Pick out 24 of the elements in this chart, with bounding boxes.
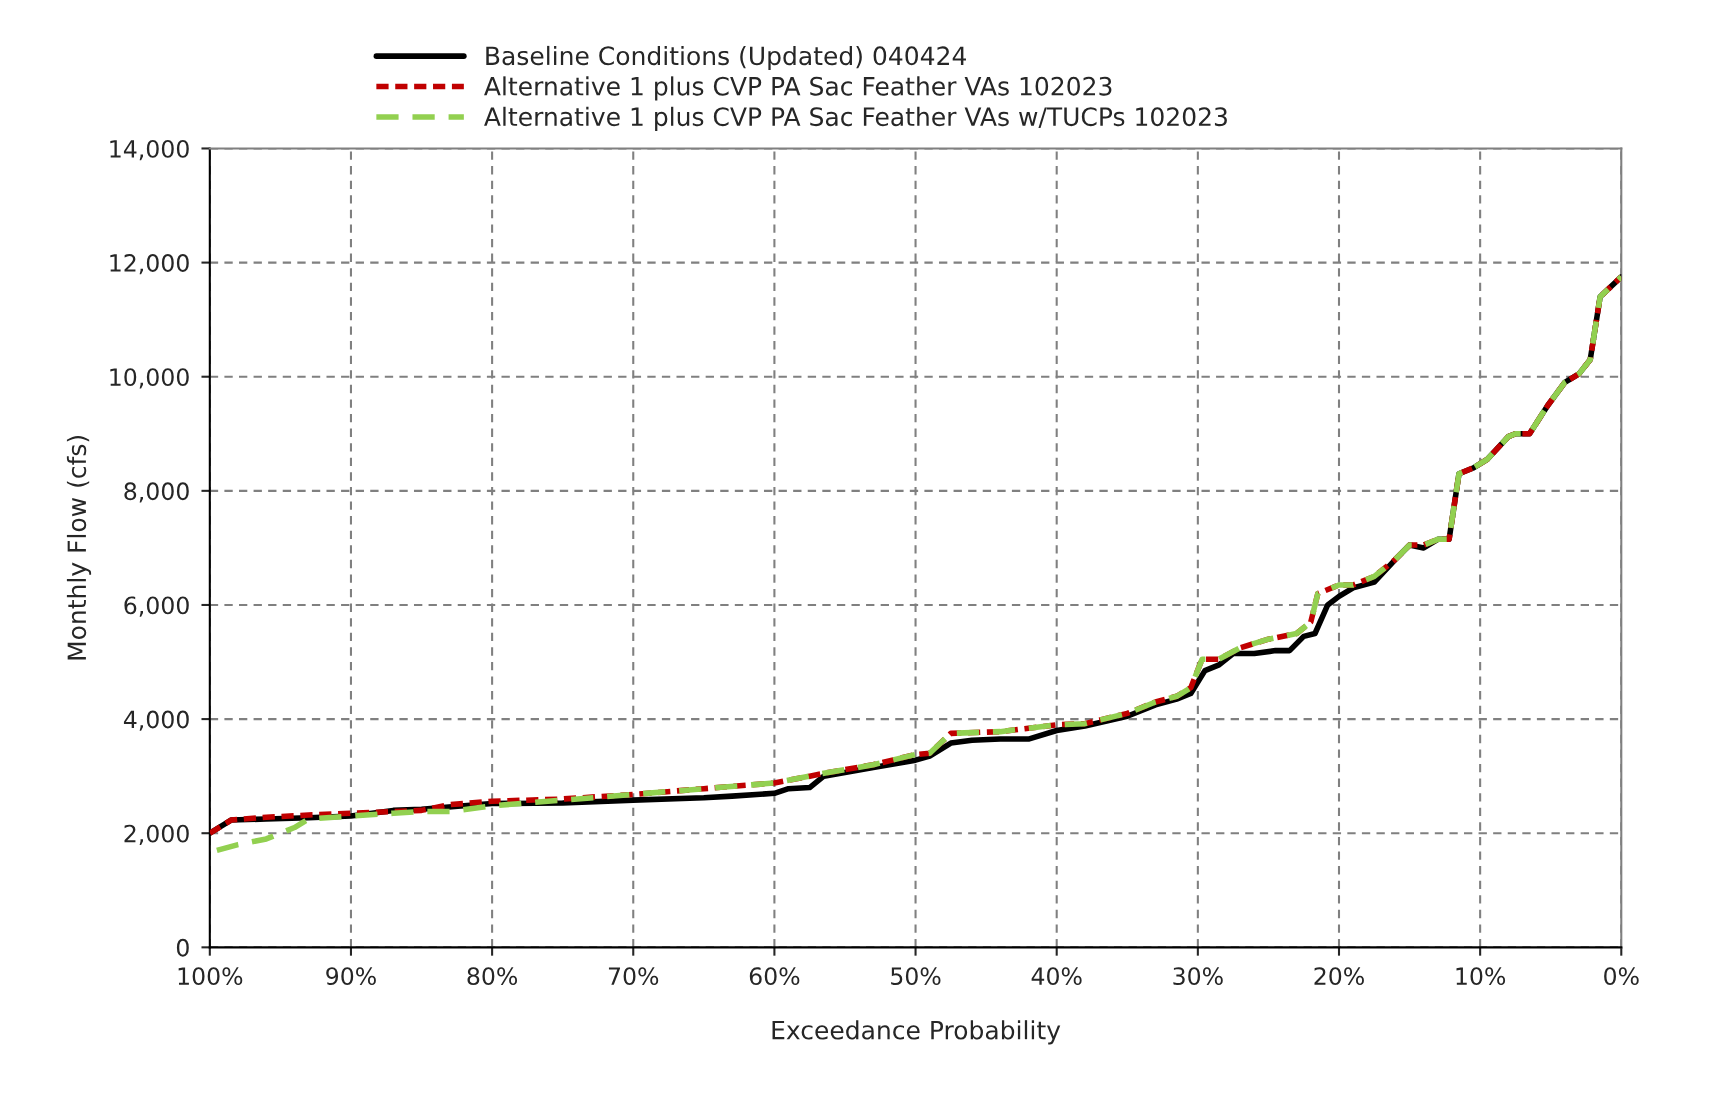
legend-label: Baseline Conditions (Updated) 040424: [486, 45, 966, 71]
y-tick-label: 14,000: [110, 139, 189, 161]
x-tick-label: 0%: [1604, 967, 1639, 986]
y-tick-label: 6,000: [124, 596, 189, 617]
x-tick-label: 70%: [608, 967, 659, 986]
legend-label: Alternative 1 plus CVP PA Sac Feather VAs 102023: [484, 76, 1112, 101]
y-tick-label: 8,000: [124, 482, 189, 503]
x-tick-label: 100%: [178, 967, 243, 986]
x-tick-label: 90%: [326, 967, 376, 986]
x-tick-label: 30%: [1173, 967, 1223, 986]
y-axis-title: Monthly Flow (cfs): [66, 435, 92, 660]
x-tick-label: 80%: [467, 967, 518, 986]
y-tick-label: 2,000: [124, 824, 189, 845]
y-tick-label: 4,000: [123, 710, 189, 731]
x-tick-label: 40%: [1031, 967, 1082, 986]
x-axis-title: Exceedance Probability: [772, 1020, 1061, 1045]
x-tick-label: 20%: [1314, 967, 1364, 986]
y-tick-label: 12,000: [110, 254, 189, 275]
x-tick-label: 10%: [1456, 967, 1506, 986]
x-tick-label: 50%: [891, 967, 941, 986]
legend-label: Alternative 1 plus CVP PA Sac Feather VAs w/TUCPs 102023: [484, 106, 1227, 131]
y-tick-label: 0: [176, 938, 189, 957]
x-tick-label: 60%: [749, 967, 800, 986]
y-tick-label: 10,000: [110, 368, 189, 389]
